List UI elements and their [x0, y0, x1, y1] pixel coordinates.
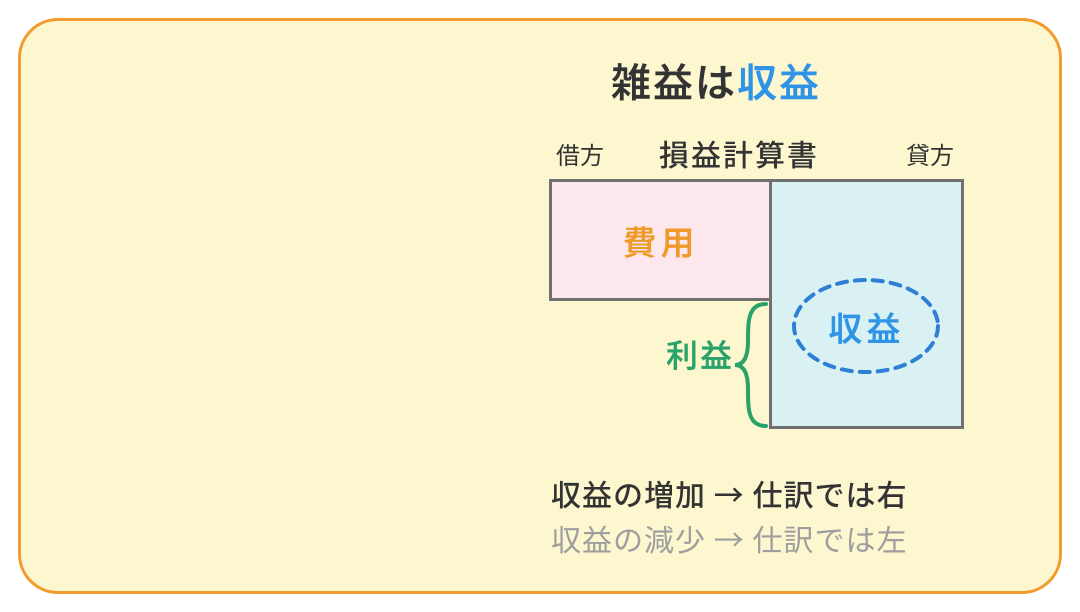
profit-label: 利益 [666, 331, 734, 377]
title-accent: 収益 [737, 51, 821, 109]
diagram-card: 雑益は収益 損益計算書 借方 貸方 費用 収益 利益 収益の増加 → 仕訳では右… [18, 18, 1062, 594]
revenue-box: 収益 [769, 179, 964, 429]
statement-title: 損益計算書 [659, 131, 819, 175]
rule-increase: 収益の増加 → 仕訳では右 [551, 471, 908, 515]
title: 雑益は収益 [611, 51, 821, 109]
expense-label: 費用 [623, 216, 699, 265]
expense-box: 費用 [549, 179, 769, 301]
revenue-label: 収益 [829, 302, 905, 351]
profit-bracket [735, 304, 766, 426]
title-prefix: 雑益は [611, 51, 737, 109]
credit-label: 貸方 [906, 136, 954, 171]
debit-label: 借方 [556, 136, 604, 171]
rule-decrease: 収益の減少 → 仕訳では左 [551, 516, 907, 560]
